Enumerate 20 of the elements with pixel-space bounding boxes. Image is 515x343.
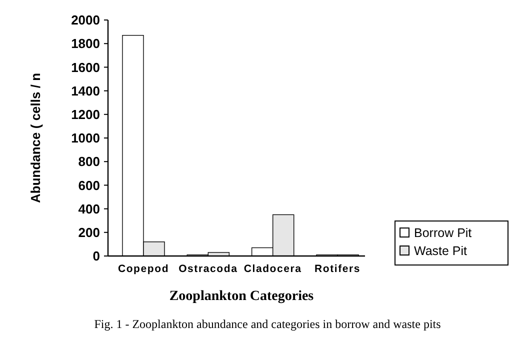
y-tick-label: 0 (92, 248, 100, 264)
x-axis-title: Zooplankton Categories (169, 289, 314, 304)
x-tick-label: Rotifers (314, 263, 361, 275)
y-tick-label: 1400 (71, 83, 100, 98)
caption: Fig. 1 - Zooplankton abundance and categories in borrow and waste pits (94, 317, 442, 331)
y-tick-label: 1000 (71, 130, 100, 146)
y-tick-label: 600 (78, 178, 100, 193)
y-axis-title: Abundance ( cells / n (28, 72, 43, 204)
x-tick-label: Ostracoda (178, 263, 238, 275)
x-tick-label: Copepod (118, 263, 170, 275)
y-tick-label: 1200 (71, 106, 100, 122)
y-tick-label: 2000 (71, 12, 100, 28)
y-tick-label: 800 (78, 154, 100, 170)
y-tick-label: 200 (78, 224, 100, 240)
y-tick-label: 1600 (71, 60, 100, 75)
legend-label: Waste Pit (414, 244, 468, 258)
legend-label: Borrow Pit (414, 226, 472, 240)
y-tick-label: 400 (78, 201, 100, 216)
x-tick-label: Cladocera (244, 263, 302, 275)
y-tick-label: 1800 (71, 36, 100, 52)
